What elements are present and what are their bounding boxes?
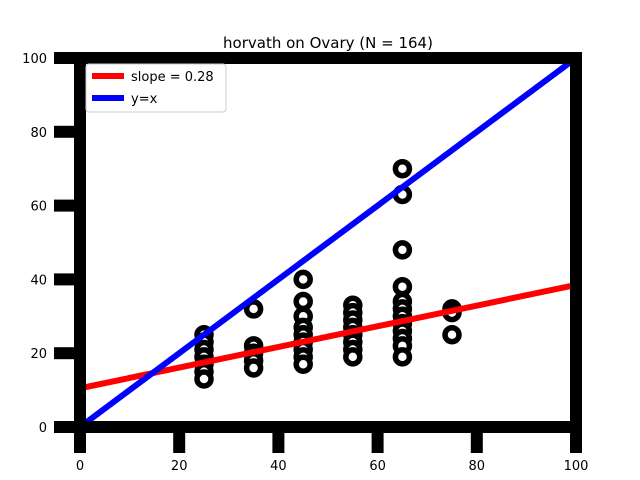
scatter-point — [392, 347, 413, 367]
legend: slope = 0.28 y=x — [85, 63, 227, 113]
y-tick-label: 100 — [22, 52, 47, 67]
legend-label-fit: slope = 0.28 — [131, 70, 214, 85]
fit-line — [79, 281, 577, 392]
x-tick — [74, 427, 86, 453]
scatter-point — [243, 358, 264, 378]
x-tick-label: 80 — [469, 459, 486, 474]
identity-line — [78, 55, 578, 430]
x-tick-label: 60 — [369, 459, 386, 474]
x-tick — [173, 427, 186, 453]
y-tick — [54, 125, 80, 138]
y-tick — [54, 52, 80, 64]
x-tick-label: 20 — [171, 459, 188, 474]
scatter-point — [243, 299, 264, 319]
scatter-point — [392, 240, 413, 260]
y-tick-label: 20 — [30, 347, 47, 362]
y-tick — [54, 347, 80, 360]
y-tick-label: 80 — [30, 126, 47, 141]
x-tick-label: 40 — [270, 459, 287, 474]
scatter-point — [343, 347, 363, 367]
y-tick-label: 0 — [39, 421, 47, 436]
scatter-point — [442, 325, 462, 345]
lines-layer — [78, 55, 578, 430]
legend-label-identity: y=x — [131, 92, 158, 107]
axis-ticks: 0 20 40 60 80 100 0 20 40 60 80 100 — [22, 52, 588, 474]
x-tick-label: 100 — [564, 459, 589, 474]
scatter-point — [392, 277, 413, 297]
scatter-point — [392, 158, 413, 179]
plot-frame — [74, 52, 582, 433]
y-tick-label: 60 — [30, 200, 47, 215]
x-tick — [570, 427, 582, 453]
scatter-point — [194, 369, 214, 389]
points-layer — [194, 158, 462, 389]
x-tick — [272, 427, 285, 453]
y-tick — [54, 273, 80, 286]
y-tick — [54, 421, 80, 433]
scatter-point — [293, 354, 313, 375]
y-tick-label: 40 — [30, 273, 47, 288]
scatter-point — [293, 269, 313, 290]
y-tick — [54, 199, 80, 212]
scatter-point — [293, 291, 313, 312]
x-tick-label: 0 — [76, 459, 84, 474]
x-tick — [371, 427, 384, 453]
chart-title: horvath on Ovary (N = 164) — [223, 34, 433, 52]
x-tick — [470, 427, 483, 453]
frame-border — [74, 52, 582, 433]
